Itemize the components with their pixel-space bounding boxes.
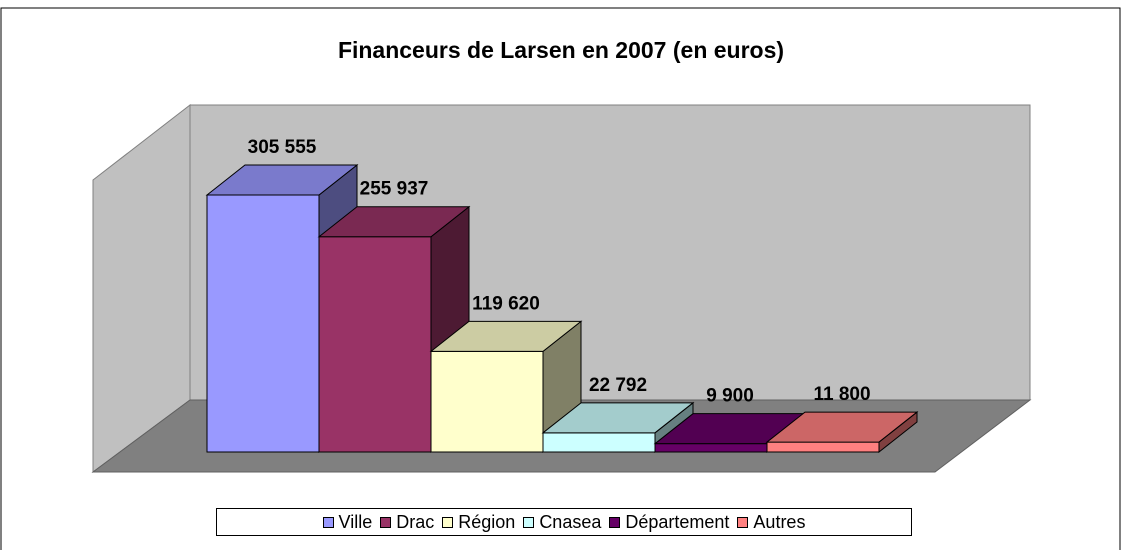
legend-swatch [380,516,392,528]
bar-front [430,350,544,453]
data-label: 11 800 [813,384,870,405]
bar-front [206,194,320,453]
bar-top [429,320,583,352]
data-label: 22 792 [589,375,647,396]
data-label: 119 620 [472,293,540,314]
legend-swatch [442,516,454,528]
bar-front [766,441,880,453]
legend: Ville Drac Région Cnasea Département Autres [216,508,912,536]
data-label: 305 555 [248,137,317,158]
bar [765,411,919,454]
legend-item: Département [609,512,729,533]
bar-front [318,236,432,453]
legend-label: Ville [338,511,373,532]
legend-swatch [322,516,334,528]
legend-label: Département [625,511,730,532]
legend-label: Drac [396,511,435,532]
data-label: 9 900 [706,386,754,407]
legend-item: Autres [737,512,805,533]
legend-label: Autres [753,511,806,532]
bar-front [654,443,768,453]
bar-front [542,432,656,453]
chart-title: Financeurs de Larsen en 2007 (en euros) [338,37,784,63]
legend-item: Drac [380,512,434,533]
legend-swatch [523,516,535,528]
legend-label: Cnasea [539,511,602,532]
legend-item: Ville [322,511,373,533]
legend-item: Cnasea [523,512,601,533]
legend-item: Région [442,512,515,533]
legend-label: Région [458,511,516,532]
bar-top [205,164,359,196]
bar-top [541,402,695,434]
legend-swatch [737,516,749,528]
legend-swatch [609,516,621,528]
bar-top [317,206,471,238]
data-label: 255 937 [360,179,429,200]
bar [317,205,471,454]
bar-top [765,411,919,443]
